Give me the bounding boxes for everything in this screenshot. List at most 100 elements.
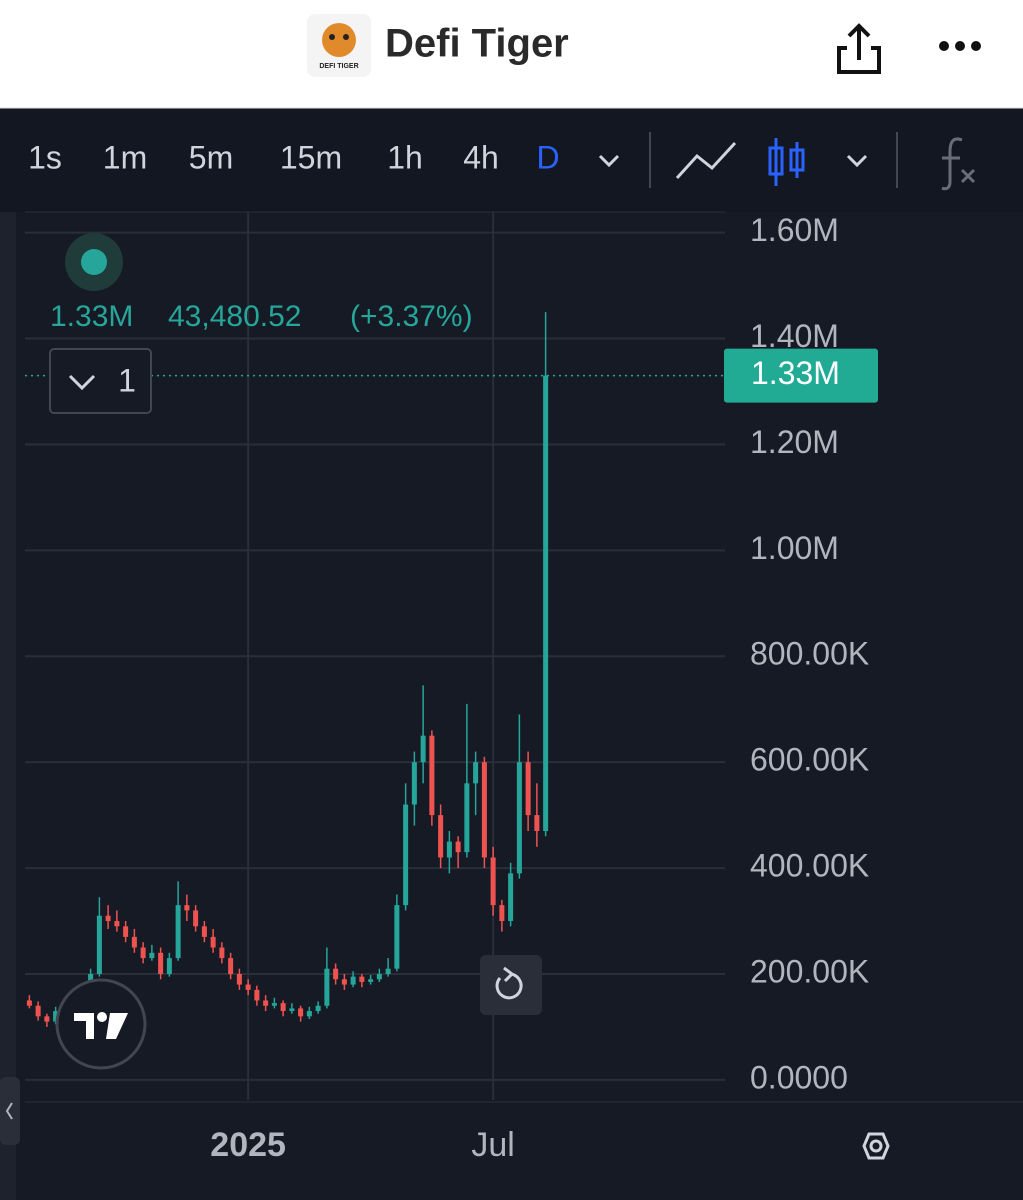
indicator-toggle[interactable] bbox=[49, 348, 152, 414]
interval-button[interactable]: 15m bbox=[280, 139, 342, 175]
y-tick-label: 0.0000 bbox=[750, 1059, 848, 1095]
candle-body bbox=[298, 1008, 304, 1017]
status-dot bbox=[81, 249, 107, 275]
x-tick-label: Jul bbox=[471, 1126, 514, 1164]
candle-body bbox=[289, 1008, 295, 1012]
y-tick-label: 200.00K bbox=[750, 953, 869, 989]
candle-body bbox=[236, 973, 242, 985]
y-tick-label: 800.00K bbox=[750, 636, 869, 672]
candle-body bbox=[464, 783, 470, 853]
interval-button[interactable]: 1s bbox=[28, 139, 62, 175]
legend-change: 43,480.52 bbox=[168, 300, 301, 333]
candle-body bbox=[158, 952, 164, 974]
logo-eye bbox=[343, 34, 349, 40]
candle-body bbox=[350, 976, 356, 985]
candle-body bbox=[473, 762, 479, 784]
candle-body bbox=[525, 762, 531, 816]
candle-body bbox=[96, 915, 102, 974]
legend-change-pct: (+3.37%) bbox=[350, 300, 473, 333]
candle-body bbox=[306, 1011, 312, 1017]
logo-eye bbox=[329, 34, 335, 40]
candle-body bbox=[210, 936, 216, 948]
reset-button[interactable] bbox=[480, 955, 542, 1015]
side-panel bbox=[0, 212, 16, 1200]
candle-body bbox=[35, 1005, 41, 1017]
candle-body bbox=[105, 915, 111, 922]
logo-text: DEFI TIGER bbox=[319, 63, 358, 70]
candle-body bbox=[26, 1000, 32, 1006]
candle-body bbox=[315, 1005, 321, 1012]
indicators-button[interactable] bbox=[941, 137, 976, 191]
candle-body bbox=[193, 910, 199, 927]
settings-button[interactable] bbox=[862, 1132, 890, 1160]
candle-body bbox=[263, 1000, 269, 1006]
interval-button[interactable]: 5m bbox=[189, 139, 233, 175]
candle-body bbox=[271, 1003, 277, 1006]
price-badge-label: 1.33M bbox=[751, 355, 840, 391]
y-tick-label: 1.20M bbox=[750, 424, 839, 460]
candle-body bbox=[429, 735, 435, 816]
candle-body bbox=[368, 979, 374, 982]
interval-button[interactable]: D bbox=[536, 139, 559, 175]
share-button[interactable] bbox=[837, 23, 881, 74]
indicator-count: 1 bbox=[118, 362, 136, 398]
candle-body bbox=[359, 976, 365, 982]
interval-button[interactable]: 1h bbox=[387, 139, 423, 175]
candle-body bbox=[245, 984, 251, 990]
y-tick-label: 600.00K bbox=[750, 742, 869, 778]
candle-body bbox=[114, 921, 120, 927]
candle-body bbox=[481, 762, 487, 858]
app-title: Defi Tiger bbox=[385, 22, 569, 66]
chart-type-menu[interactable] bbox=[846, 154, 868, 168]
more-button[interactable] bbox=[939, 41, 981, 51]
x-tick-label: 2025 bbox=[210, 1126, 286, 1164]
candle-body bbox=[490, 857, 496, 906]
line-chart-button[interactable] bbox=[675, 141, 737, 180]
candle-body bbox=[53, 1011, 59, 1022]
candle-body bbox=[499, 905, 505, 922]
candle-body bbox=[228, 958, 234, 974]
legend-close: 1.33M bbox=[50, 300, 133, 333]
candle-body bbox=[201, 926, 207, 937]
candle-body bbox=[446, 841, 452, 858]
candle-body bbox=[219, 947, 225, 959]
candle-body bbox=[420, 735, 426, 763]
candle-body bbox=[516, 762, 522, 874]
candle-body bbox=[534, 815, 540, 832]
interval-button[interactable]: 1m bbox=[103, 139, 147, 175]
interval-button[interactable]: 4h bbox=[463, 139, 499, 175]
candle-body bbox=[543, 375, 549, 832]
candle-body bbox=[455, 841, 461, 853]
y-tick-label: 1.60M bbox=[750, 212, 839, 248]
y-tick-label: 400.00K bbox=[750, 848, 869, 884]
candle-body bbox=[403, 804, 409, 906]
toggle-arrow bbox=[5, 1102, 13, 1120]
candle-body bbox=[394, 905, 400, 969]
candle-body bbox=[280, 1003, 286, 1012]
candle-body bbox=[508, 873, 514, 922]
candle-body bbox=[333, 968, 339, 980]
tradingview-logo[interactable] bbox=[55, 978, 147, 1070]
candle-body bbox=[140, 947, 146, 959]
candle-body bbox=[438, 815, 444, 858]
logo-face bbox=[322, 23, 356, 57]
interval-menu[interactable] bbox=[598, 154, 620, 168]
toolbar bbox=[0, 109, 1023, 212]
candle-body bbox=[376, 973, 382, 980]
candle-body bbox=[254, 989, 260, 1001]
price-badge bbox=[724, 348, 878, 403]
candle-body bbox=[324, 968, 330, 1006]
candle-body bbox=[166, 958, 172, 974]
candle-body bbox=[123, 926, 129, 937]
y-tick-label: 1.00M bbox=[750, 530, 839, 566]
candle-body bbox=[149, 952, 155, 959]
collapse-arrow bbox=[68, 374, 96, 391]
side-panel-toggle[interactable] bbox=[0, 1077, 20, 1145]
candle-body bbox=[411, 762, 417, 805]
candle-body bbox=[175, 905, 181, 959]
candle-chart-button[interactable] bbox=[768, 138, 805, 186]
candle-body bbox=[385, 968, 391, 974]
settings-dot bbox=[869, 1139, 883, 1153]
